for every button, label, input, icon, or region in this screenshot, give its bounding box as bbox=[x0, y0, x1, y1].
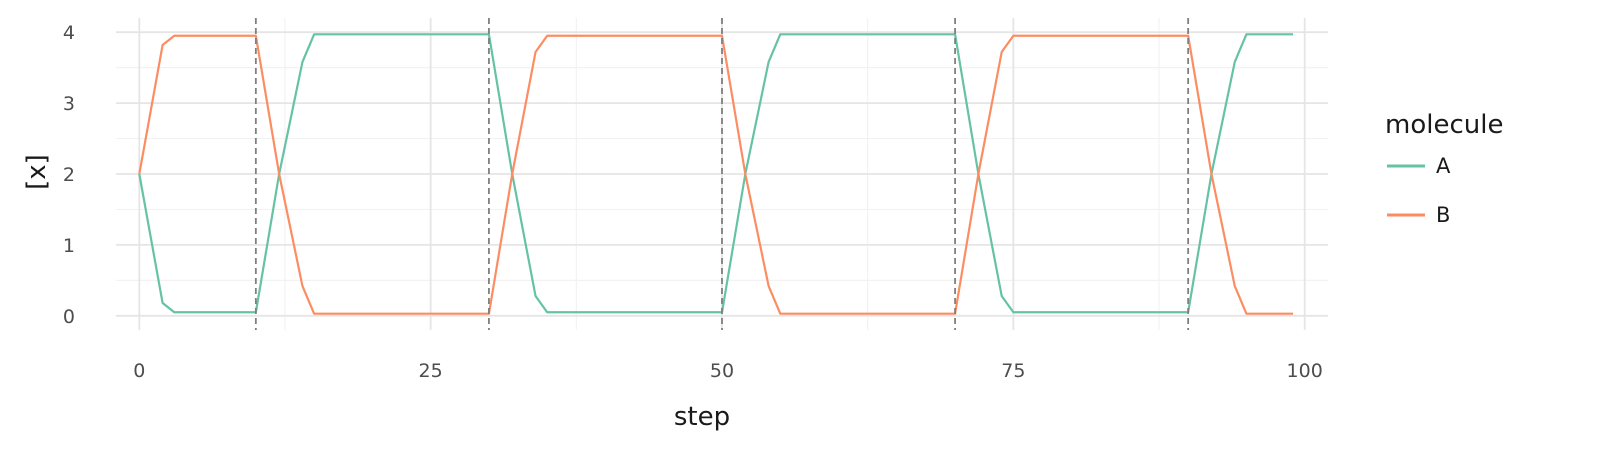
legend-label-a: A bbox=[1436, 154, 1451, 178]
series-lines bbox=[138, 33, 1294, 315]
series-line-b bbox=[138, 34, 1294, 315]
y-axis-title: [x] bbox=[22, 154, 52, 190]
legend-label-b: B bbox=[1436, 203, 1450, 227]
y-tick-label: 2 bbox=[63, 164, 75, 186]
x-tick-label: 100 bbox=[1287, 360, 1323, 382]
x-tick-label: 25 bbox=[419, 360, 443, 382]
y-tick-label: 3 bbox=[63, 93, 75, 115]
y-tick-label: 1 bbox=[63, 235, 75, 257]
x-tick-label: 75 bbox=[1001, 360, 1025, 382]
x-tick-label: 0 bbox=[133, 360, 145, 382]
legend-title: molecule bbox=[1385, 110, 1503, 140]
x-tick-label: 50 bbox=[710, 360, 734, 382]
series-line-a bbox=[138, 33, 1294, 314]
y-tick-label: 0 bbox=[63, 306, 75, 328]
y-tick-label: 4 bbox=[63, 22, 75, 44]
dashed-vertical-lines bbox=[254, 18, 1190, 330]
legend: molecule A B bbox=[1385, 110, 1503, 227]
x-axis-title: step bbox=[674, 402, 730, 432]
x-axis-ticks: 0 25 50 75 100 bbox=[133, 360, 1323, 382]
y-axis-ticks: 0 1 2 3 4 bbox=[63, 22, 75, 328]
